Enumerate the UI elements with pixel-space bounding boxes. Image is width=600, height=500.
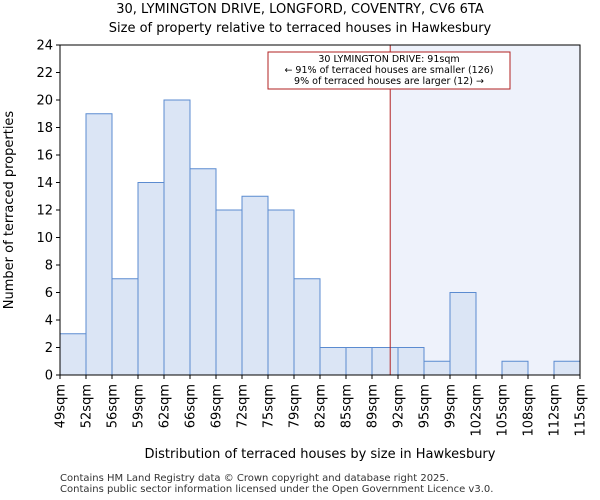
x-tick-label: 56sqm xyxy=(106,384,121,428)
x-tick-label: 72sqm xyxy=(236,384,251,428)
x-tick-label: 49sqm xyxy=(54,384,69,428)
x-tick-label: 92sqm xyxy=(392,384,407,428)
bars-group xyxy=(59,99,581,376)
x-axis: 49sqm 52sqm 56sqm 59sqm 62sqm 66sqm 69sqm 72sqm… xyxy=(54,375,589,437)
bar-49sqm xyxy=(59,333,87,376)
bar-66sqm xyxy=(189,168,217,376)
x-tick-label: 52sqm xyxy=(80,384,95,428)
x-tick-label: 108sqm xyxy=(522,384,537,437)
y-tick-label: 4 xyxy=(45,314,53,329)
y-tick-label: 10 xyxy=(36,231,53,246)
bar-75sqm xyxy=(267,209,295,376)
x-tick-label: 59sqm xyxy=(132,384,147,428)
bar-99sqm xyxy=(449,292,477,376)
bar-95sqm xyxy=(423,360,451,376)
annotation-line-3: 9% of terraced houses are larger (12) → xyxy=(294,76,484,87)
y-tick-label: 20 xyxy=(36,94,53,109)
y-tick-label: 24 xyxy=(36,39,53,54)
y-tick-label: 2 xyxy=(45,341,53,356)
y-tick-label: 14 xyxy=(36,176,53,191)
bar-85sqm xyxy=(345,347,373,376)
y-tick-label: 8 xyxy=(45,259,53,274)
chart-subtitle: Size of property relative to terraced ho… xyxy=(108,21,492,36)
y-axis-title: Number of terraced properties xyxy=(2,111,17,310)
bar-69sqm xyxy=(215,209,243,376)
chart-title: 30, LYMINGTON DRIVE, LONGFORD, COVENTRY,… xyxy=(116,2,484,17)
x-tick-label: 66sqm xyxy=(184,384,199,428)
y-tick-label: 6 xyxy=(45,286,53,301)
x-tick-label: 82sqm xyxy=(314,384,329,428)
x-tick-label: 99sqm xyxy=(444,384,459,428)
annotation-box xyxy=(267,51,511,90)
y-tick-label: 22 xyxy=(36,66,53,81)
x-tick-label: 102sqm xyxy=(470,384,485,437)
x-tick-label: 115sqm xyxy=(574,384,589,437)
x-axis-title: Distribution of terraced houses by size … xyxy=(145,447,496,462)
x-tick-label: 89sqm xyxy=(366,384,381,428)
bar-105sqm xyxy=(501,360,529,376)
x-tick-label: 62sqm xyxy=(158,384,173,428)
footer-line-1: Contains HM Land Registry data © Crown c… xyxy=(60,473,449,484)
y-tick-label: 16 xyxy=(36,149,53,164)
bar-52sqm xyxy=(85,113,113,376)
y-tick-label: 0 xyxy=(45,369,53,384)
y-tick-label: 18 xyxy=(36,121,53,136)
x-tick-label: 79sqm xyxy=(288,384,303,428)
bar-59sqm xyxy=(137,182,165,376)
x-tick-label: 69sqm xyxy=(210,384,225,428)
bar-56sqm xyxy=(111,278,139,376)
marker-annotation: 30 LYMINGTON DRIVE: 91sqm ← 91% of terra… xyxy=(267,51,511,90)
bar-112sqm xyxy=(553,360,581,376)
bar-92sqm xyxy=(397,347,425,376)
annotation-line-1: 30 LYMINGTON DRIVE: 91sqm xyxy=(318,54,459,65)
bar-72sqm xyxy=(241,195,269,376)
highlight-region xyxy=(390,45,580,375)
bar-82sqm xyxy=(319,347,347,376)
bar-79sqm xyxy=(293,278,321,376)
x-tick-label: 85sqm xyxy=(340,384,355,428)
x-tick-label: 95sqm xyxy=(418,384,433,428)
annotation-line-2: ← 91% of terraced houses are smaller (12… xyxy=(284,65,493,76)
y-tick-label: 12 xyxy=(36,204,53,219)
x-tick-label: 105sqm xyxy=(496,384,511,437)
x-tick-label: 112sqm xyxy=(548,384,563,437)
bar-62sqm xyxy=(163,99,191,376)
x-tick-label: 75sqm xyxy=(262,384,277,428)
footer-line-2: Contains public sector information licen… xyxy=(60,484,494,495)
bar-89sqm xyxy=(371,347,399,376)
